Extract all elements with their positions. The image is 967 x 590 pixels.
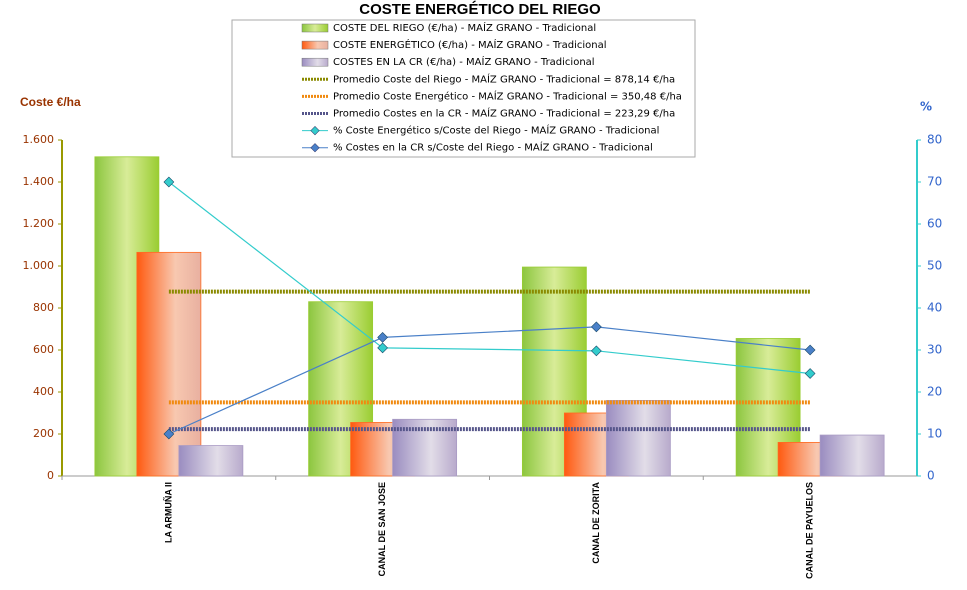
y2-tick-label: 40 [927,301,942,315]
point [163,176,175,188]
legend-swatch [301,57,329,67]
bar [178,445,244,477]
point [163,428,175,440]
point [804,368,816,379]
bar [605,399,671,477]
legend-label: Promedio Costes en la CR - MAÍZ GRANO - … [333,107,675,120]
legend-label: COSTE ENERGÉTICO (€/ha) - MAÍZ GRANO - T… [333,38,607,51]
x-tick-label: CANAL DE ZORITA [591,482,601,564]
point [377,342,388,354]
y-tick-label: 1.600 [23,133,55,146]
y2-tick-label: 70 [927,175,942,189]
y2-tick-label: 30 [927,343,942,357]
legend-label: COSTES EN LA CR (€/ha) - MAÍZ GRANO - Tr… [333,55,595,68]
y-tick-label: 800 [33,301,54,314]
y2-tick-label: 20 [927,385,942,399]
legend-swatch [301,23,329,33]
y-tick-label: 600 [33,343,54,356]
y2-axis-label: % [920,100,932,114]
point [591,345,602,357]
bar [136,251,202,477]
y2-tick-label: 80 [927,133,942,147]
y-tick-label: 200 [33,427,54,440]
y2-tick-label: 10 [927,427,942,441]
legend-marker [310,143,320,153]
y-tick-label: 0 [47,469,54,482]
legend-label: Promedio Coste Energético - MAÍZ GRANO -… [333,89,682,102]
legend-swatch [301,40,329,50]
x-tick-label: CANAL DE PAYUELOS [805,482,815,579]
x-tick-label: LA ARMUÑA II [163,482,173,543]
point [591,321,602,333]
legend-label: % Coste Energético s/Coste del Riego - M… [333,124,659,137]
y-tick-label: 400 [33,385,54,398]
line [168,181,811,375]
point [804,344,816,356]
legend-label: COSTE DEL RIEGO (€/ha) - MAÍZ GRANO - Tr… [333,21,596,34]
point [377,332,388,343]
y-tick-label: 1.200 [23,217,55,230]
bar [819,434,885,477]
y2-tick-label: 50 [927,259,942,273]
y-tick-label: 1.000 [23,259,55,272]
y-tick-label: 1.400 [23,175,55,188]
y2-tick-label: 0 [927,469,935,483]
legend-label: % Costes en la CR s/Coste del Riego - MA… [333,141,653,154]
chart-title: COSTE ENERGÉTICO DEL RIEGO [359,1,601,18]
y-axis-label: Coste €/ha [20,95,81,109]
y2-tick-label: 60 [927,217,942,231]
legend-marker [310,126,320,136]
line [168,326,811,435]
x-tick-label: CANAL DE SAN JOSE [377,482,387,576]
legend-label: Promedio Coste del Riego - MAÍZ GRANO - … [333,72,675,85]
